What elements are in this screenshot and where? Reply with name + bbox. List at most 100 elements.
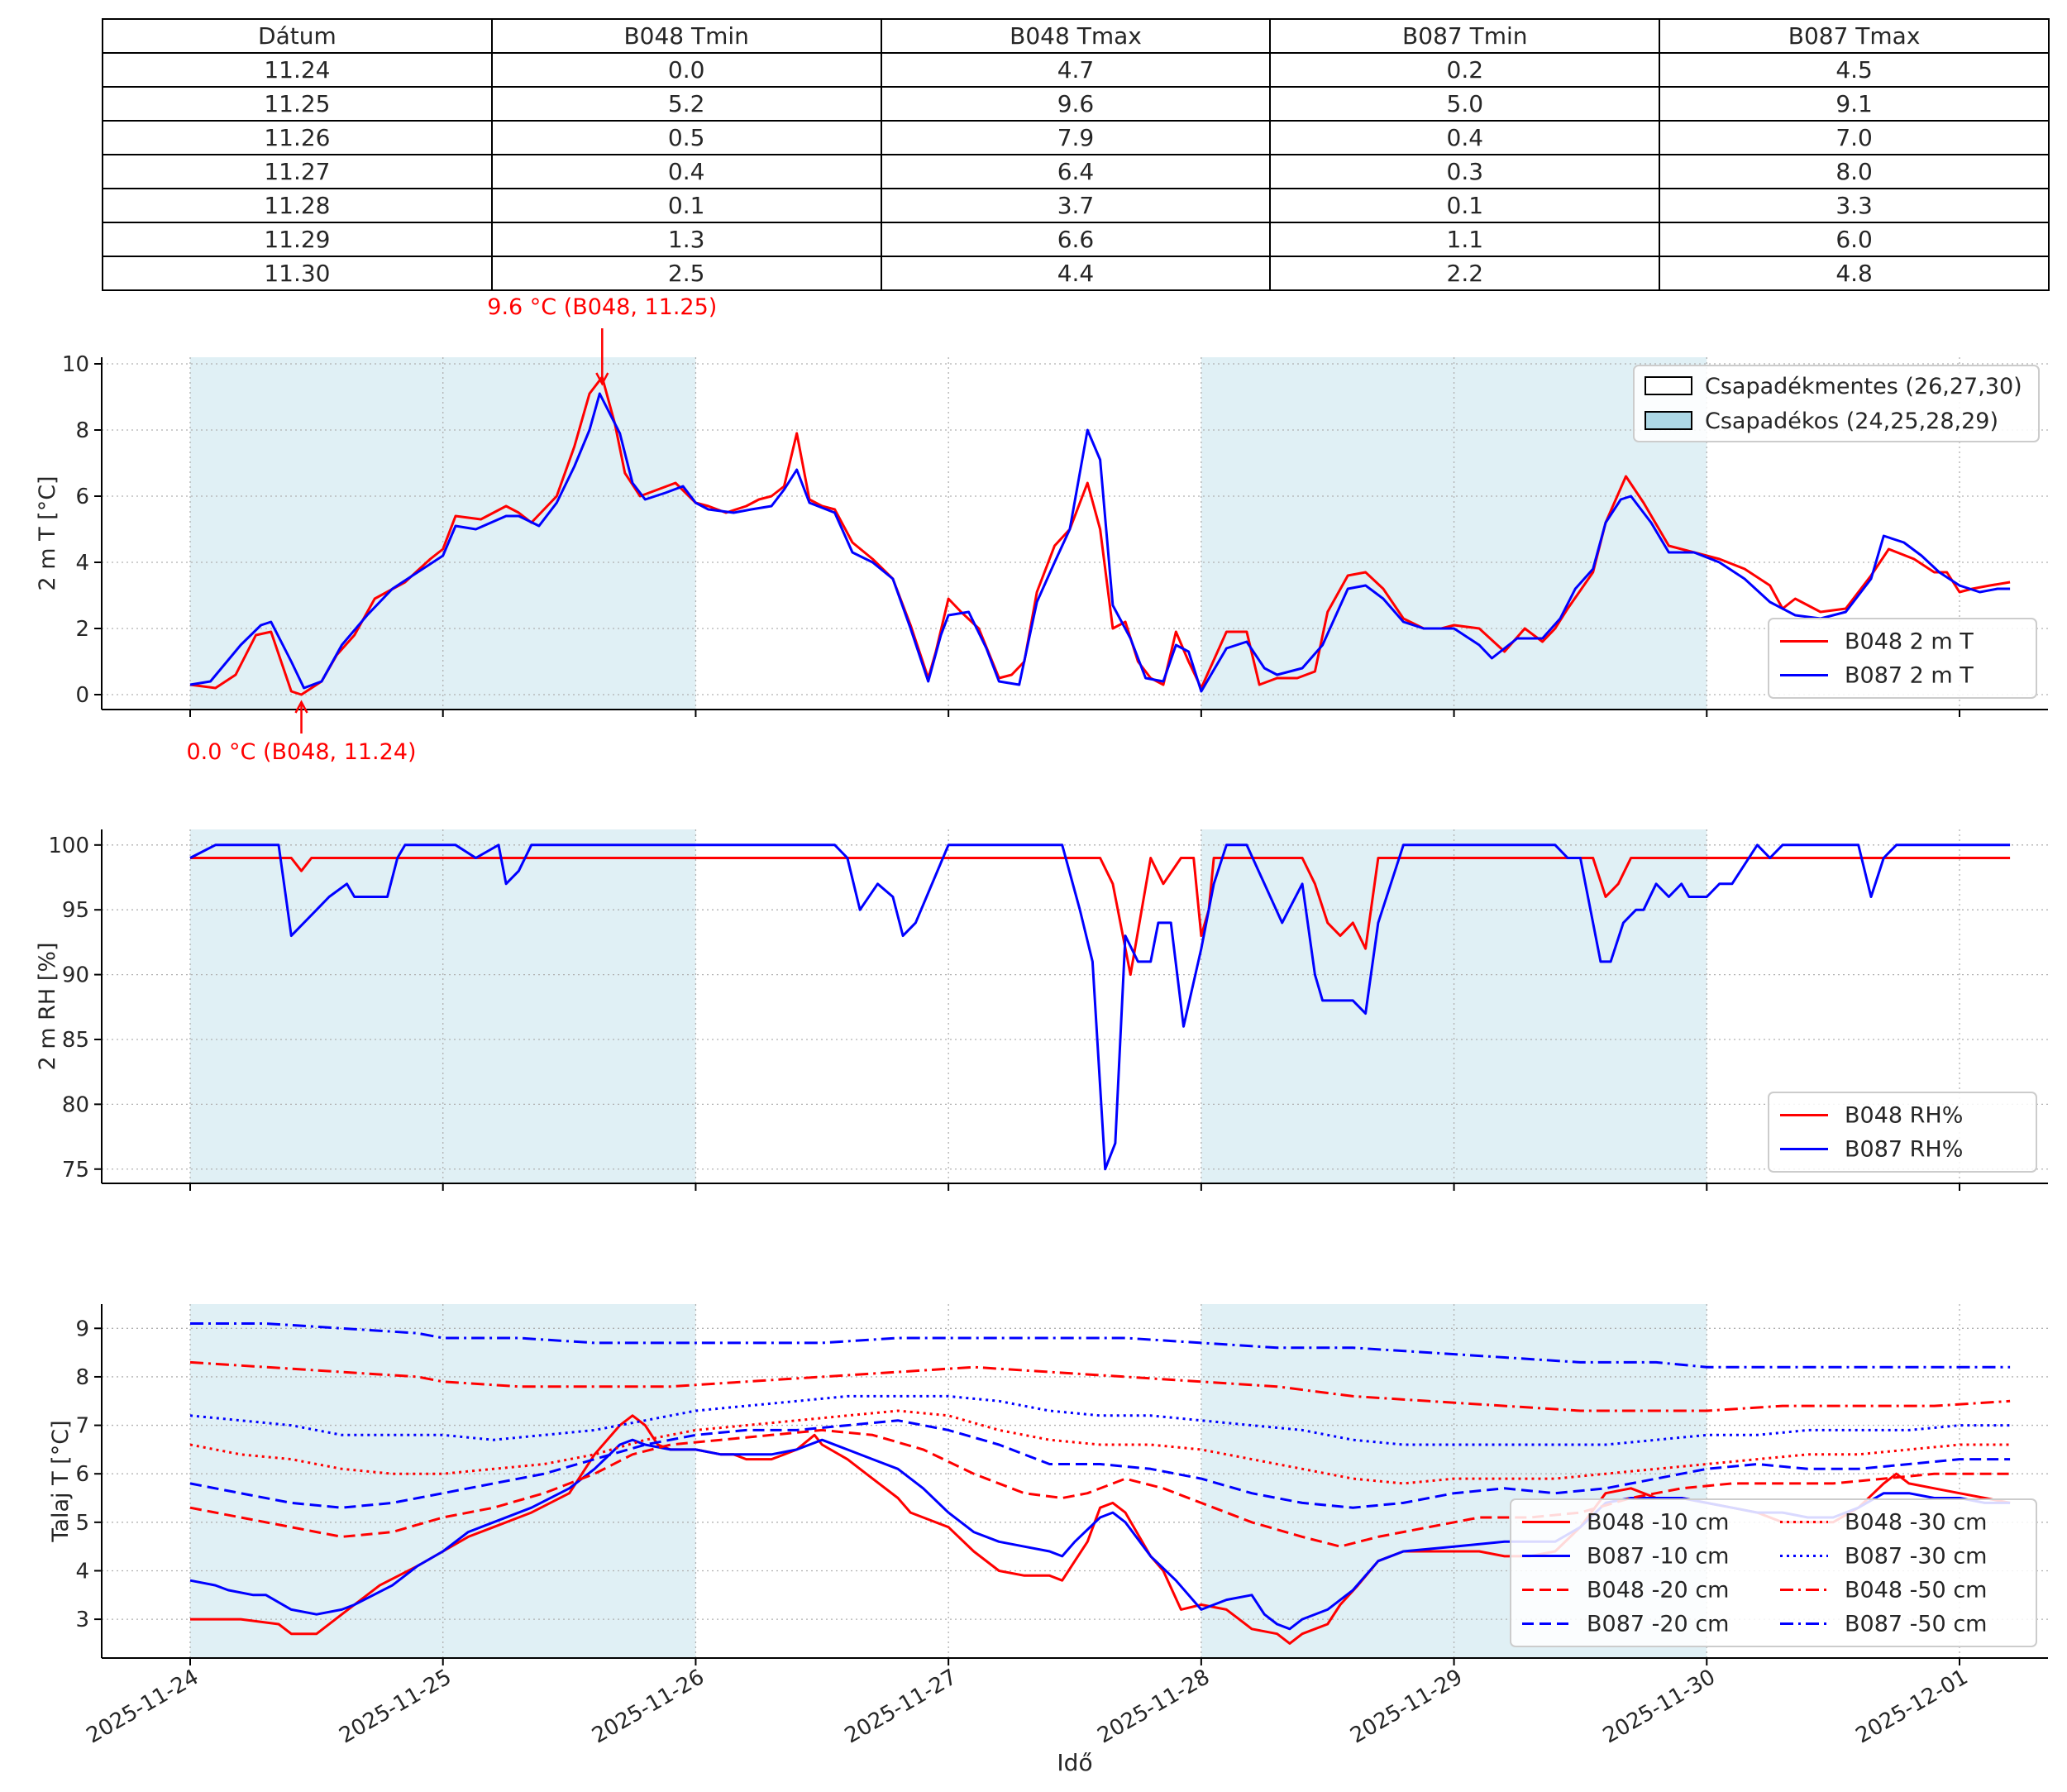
table-cell: 9.6 bbox=[880, 86, 1272, 122]
annotation-label: 0.0 °C (B048, 11.24) bbox=[186, 739, 416, 765]
annotation-arrowhead bbox=[294, 700, 308, 714]
legend-box bbox=[1510, 1498, 2037, 1647]
summary-table: Dátum B048 Tmin B048 Tmax B087 Tmin B087… bbox=[102, 18, 2050, 291]
x-tick-label: 2025-11-30 bbox=[1599, 1665, 1720, 1749]
y-tick-label: 6 bbox=[75, 485, 89, 509]
y-tick-label: 8 bbox=[75, 1365, 89, 1390]
x-tick-label: 2025-11-24 bbox=[83, 1665, 203, 1749]
series-line-b048-20-cm bbox=[189, 1428, 2011, 1548]
series-line-b048-50-cm bbox=[189, 1360, 2011, 1412]
table-cell: 0.1 bbox=[1269, 188, 1661, 223]
legend-label: B048 RH% bbox=[1845, 1103, 1963, 1129]
y-tick-label: 75 bbox=[62, 1158, 89, 1183]
y-tick-label: 6 bbox=[75, 1462, 89, 1487]
legend-label: B048 -30 cm bbox=[1845, 1510, 1987, 1536]
legend-label: B048 -10 cm bbox=[1587, 1510, 1729, 1536]
series-line-b048-30-cm bbox=[189, 1409, 2011, 1485]
y-tick-label: 4 bbox=[75, 551, 89, 576]
shading-legend: Csapadékmentes (26,27,30) Csapadékos (24,… bbox=[1633, 365, 2040, 442]
table-cell: 11.29 bbox=[102, 222, 493, 257]
table-cell: 3.3 bbox=[1659, 188, 2050, 223]
table-cell: 3.7 bbox=[880, 188, 1272, 223]
y-tick-label: 3 bbox=[75, 1608, 89, 1632]
table-cell: 5.2 bbox=[490, 86, 882, 122]
legend-box bbox=[1768, 1092, 2037, 1173]
x-axis-label: Idő bbox=[1057, 1749, 1092, 1776]
table-row: 11.28 0.1 3.7 0.1 3.3 bbox=[102, 188, 2050, 223]
table-cell: 0.4 bbox=[490, 154, 882, 189]
table-cell: 0.1 bbox=[490, 188, 882, 223]
panel-soil: 3 4 5 6 7 8 9 Talaj T [°C] B048 -10 cm B087 -10 c… bbox=[48, 1304, 2048, 1776]
y-tick-label: 80 bbox=[62, 1092, 89, 1117]
y-tick-label: 9 bbox=[75, 1317, 89, 1341]
table-header-row: Dátum B048 Tmin B048 Tmax B087 Tmin B087… bbox=[102, 18, 2050, 54]
series-line-b087-20-cm bbox=[189, 1419, 2011, 1509]
series-line-b048-2-m-t bbox=[189, 375, 2011, 696]
series-line-b087-30-cm bbox=[189, 1394, 2011, 1446]
series-line-b087-rh- bbox=[189, 843, 2011, 1171]
y-tick-label: 100 bbox=[48, 834, 89, 858]
x-tick-label: 2025-11-28 bbox=[1093, 1665, 1214, 1749]
table-cell: 11.24 bbox=[102, 52, 493, 88]
table-row: 11.30 2.5 4.4 2.2 4.8 bbox=[102, 256, 2050, 291]
legend-label: B087 -50 cm bbox=[1845, 1612, 1987, 1637]
table-cell: 11.30 bbox=[102, 256, 493, 291]
rainy-shade bbox=[190, 829, 696, 1183]
x-tick-label: 2025-11-25 bbox=[335, 1665, 456, 1749]
table-cell: 6.4 bbox=[880, 154, 1272, 189]
table-row: 11.25 5.2 9.6 5.0 9.1 bbox=[102, 86, 2050, 122]
shading-legend-swatch bbox=[1645, 411, 1692, 430]
series-line-b048-rh- bbox=[190, 857, 2011, 977]
legend-label: B087 -30 cm bbox=[1845, 1544, 1987, 1570]
legend-label: B048 2 m T bbox=[1845, 629, 1974, 655]
y-axis-label: 2 m T [°C] bbox=[35, 475, 60, 590]
table-cell: 7.9 bbox=[880, 120, 1272, 155]
shading-legend-box bbox=[1633, 365, 2040, 442]
panel-temp: 0 2 4 6 8 10 2 m T [°C] B048 2 m T B087 2 m T Csa… bbox=[35, 294, 2048, 765]
y-tick-label: 4 bbox=[75, 1559, 89, 1584]
annotation: 9.6 °C (B048, 11.25) bbox=[487, 294, 717, 386]
series-line-b087-50-cm bbox=[190, 1322, 2011, 1369]
legend-label: B048 -50 cm bbox=[1845, 1578, 1987, 1603]
table-row: 11.27 0.4 6.4 0.3 8.0 bbox=[102, 154, 2050, 189]
rainy-shade bbox=[190, 1304, 696, 1658]
annotation-arrowhead bbox=[595, 372, 609, 386]
x-tick-label: 2025-11-26 bbox=[588, 1665, 709, 1749]
table-body: 11.24 0.0 4.7 0.2 4.5 11.25 5.2 9.6 5.0 9.1 11.26 0… bbox=[102, 52, 2050, 291]
annotation: 0.0 °C (B048, 11.24) bbox=[186, 700, 417, 765]
legend-label: B087 2 m T bbox=[1845, 663, 1974, 689]
table-cell: 0.0 bbox=[490, 52, 882, 88]
table-cell: 6.0 bbox=[1659, 222, 2050, 257]
y-tick-label: 10 bbox=[62, 352, 89, 377]
legend: B048 -10 cm B087 -10 cm B048 -20 cm B087 -2… bbox=[1510, 1498, 2037, 1647]
table-cell: 1.1 bbox=[1269, 222, 1661, 257]
legend-label: B048 -20 cm bbox=[1587, 1578, 1729, 1603]
table-cell: 6.6 bbox=[880, 222, 1272, 257]
legend-box bbox=[1768, 618, 2037, 699]
table-cell: 2.2 bbox=[1269, 256, 1661, 291]
table-cell: 0.5 bbox=[490, 120, 882, 155]
y-tick-label: 0 bbox=[75, 683, 89, 708]
table-cell: 0.4 bbox=[1269, 120, 1661, 155]
shading-legend-swatch bbox=[1645, 376, 1692, 395]
panel-rh: 75 80 85 90 95 100 2 m RH [%] B048 RH% B087 RH% bbox=[35, 829, 2048, 1191]
table-cell: 1.3 bbox=[490, 222, 882, 257]
table-cell: 9.1 bbox=[1659, 86, 2050, 122]
y-tick-label: 7 bbox=[75, 1414, 89, 1439]
y-tick-label: 5 bbox=[75, 1511, 89, 1536]
x-tick-label: 2025-11-27 bbox=[841, 1665, 962, 1749]
table-row: 11.26 0.5 7.9 0.4 7.0 bbox=[102, 120, 2050, 155]
annotation-label: 9.6 °C (B048, 11.25) bbox=[487, 294, 717, 320]
table-cell: 11.25 bbox=[102, 86, 493, 122]
y-axis-label: 2 m RH [%] bbox=[35, 942, 60, 1070]
rainy-shade bbox=[190, 357, 696, 710]
legend-label: B087 RH% bbox=[1845, 1137, 1963, 1163]
table-cell: 4.5 bbox=[1659, 52, 2050, 88]
rainy-shade bbox=[1201, 829, 1707, 1183]
series-line-b087-2-m-t bbox=[189, 392, 2011, 693]
x-tick-label: 2025-12-01 bbox=[1852, 1665, 1973, 1749]
shading-legend-label: Csapadékos (24,25,28,29) bbox=[1705, 409, 1998, 434]
table-cell: 4.7 bbox=[880, 52, 1272, 88]
table-row: 11.24 0.0 4.7 0.2 4.5 bbox=[102, 52, 2050, 88]
table-header: B087 Tmin bbox=[1269, 18, 1661, 54]
